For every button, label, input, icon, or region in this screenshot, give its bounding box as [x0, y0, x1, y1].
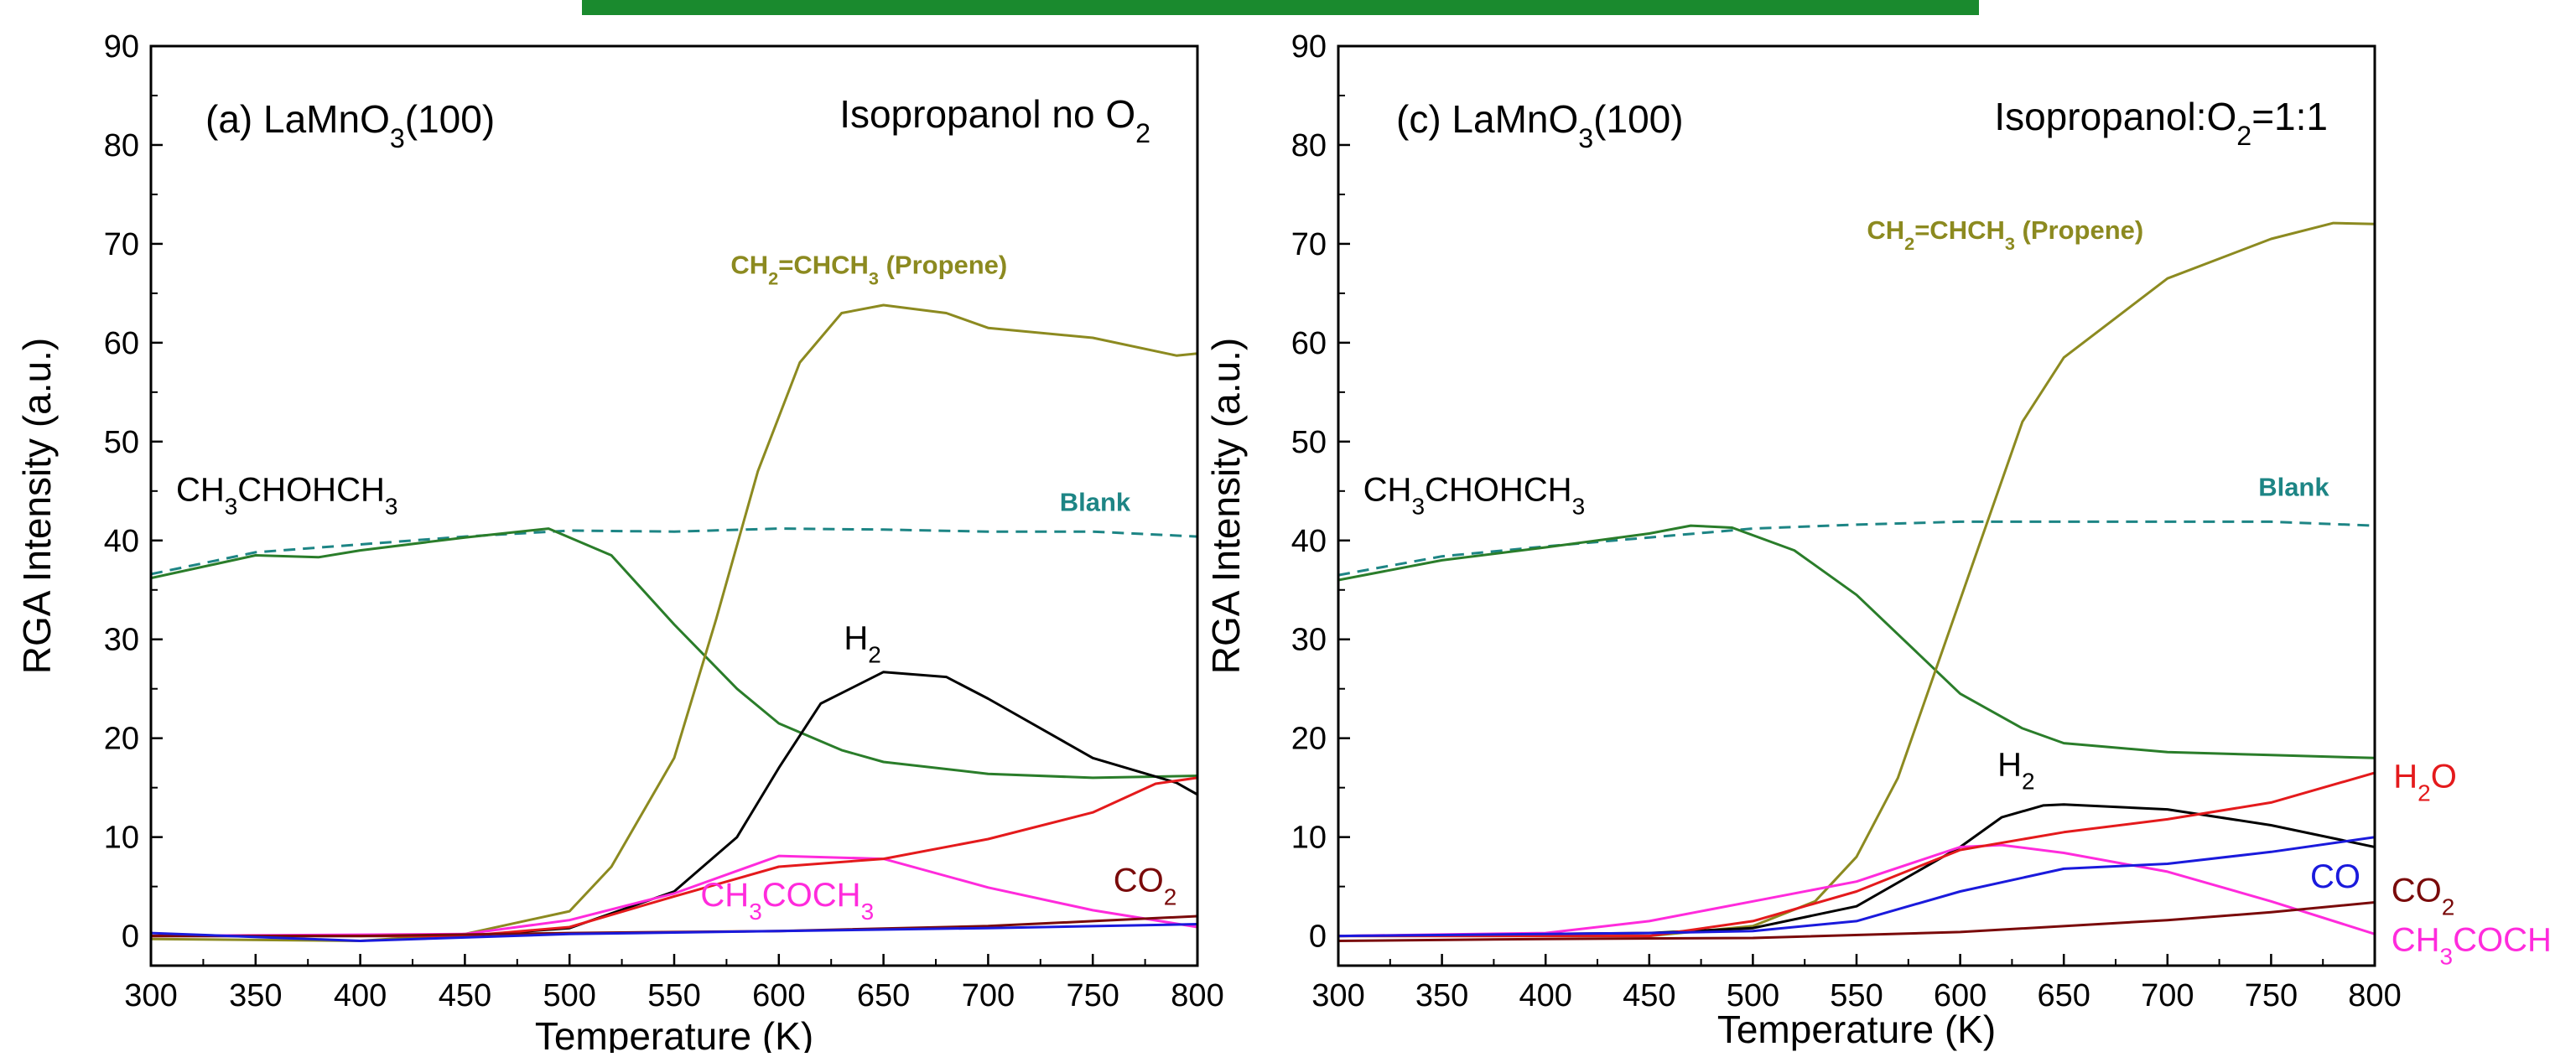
plot-frame: [1337, 44, 2376, 967]
series-line-propene: [1338, 221, 2375, 938]
series-line-acetone: [1338, 843, 2375, 938]
x-axis-title: Temperature (K): [535, 1014, 813, 1053]
y-tick-label: 20: [1291, 722, 1327, 757]
x-tick-label: 350: [229, 978, 282, 1013]
annotation-blank: Blank: [2258, 473, 2329, 502]
x-tick-label: 750: [1066, 978, 1119, 1013]
x-tick-label: 400: [1519, 978, 1571, 1013]
plot-frame: [149, 44, 1199, 967]
series-line-co2: [1338, 901, 2375, 942]
series-line-blank: [1338, 520, 2375, 577]
annotation-h2o: H2O: [2393, 759, 2457, 806]
y-tick-label: 90: [1291, 29, 1327, 65]
chart-panel-c: 300 350 400 450 500 550 600 650 700 750 800 0 10 20 30…: [1204, 29, 2552, 1051]
x-tick-label: 300: [1311, 978, 1364, 1013]
annotation-propene: CH2=CHCH3 (Propene): [1867, 215, 2143, 254]
annotation-acetone: CH3COCH3: [700, 877, 874, 925]
y-axis-title: RGA Intensity (a.u.): [15, 338, 59, 674]
y-tick-label: 50: [104, 425, 139, 460]
x-tick-label: 800: [1171, 978, 1223, 1013]
y-tick-label: 80: [104, 128, 139, 163]
x-tick-label: 400: [334, 978, 387, 1013]
y-tick-label: 50: [1291, 425, 1327, 460]
x-tick-label: 800: [2348, 978, 2401, 1013]
x-tick-label: 450: [439, 978, 491, 1013]
x-tick-label: 650: [857, 978, 910, 1013]
x-axis-title: Temperature (K): [1717, 1008, 1996, 1051]
x-tick-label: 700: [962, 978, 1015, 1013]
x-tick-label: 300: [124, 978, 177, 1013]
series-line-acetone: [151, 854, 1197, 938]
x-tick-label: 350: [1415, 978, 1468, 1013]
series-line-isopropanol: [151, 527, 1197, 780]
annotation-blank: Blank: [1060, 487, 1131, 516]
x-tick-label: 600: [1934, 978, 1987, 1013]
panel-label: (a) LaMnO3(100): [205, 97, 495, 153]
y-tick-label: 90: [104, 29, 139, 65]
series-line-co: [151, 923, 1197, 942]
y-tick-label: 0: [122, 920, 139, 955]
y-tick-label: 60: [1291, 326, 1327, 361]
panel-label: (c) LaMnO3(100): [1396, 97, 1684, 153]
annotation-propene: CH2=CHCH3 (Propene): [730, 250, 1007, 288]
y-tick-label: 10: [1291, 821, 1327, 856]
x-tick-label: 650: [2037, 978, 2090, 1013]
y-tick-label: 0: [1309, 920, 1327, 955]
y-tick-label: 30: [1291, 623, 1327, 658]
series-line-h2o: [1338, 771, 2375, 938]
y-tick-label: 10: [104, 821, 139, 856]
y-tick-label: 40: [104, 524, 139, 559]
y-tick-label: 60: [104, 326, 139, 361]
y-tick-label: 30: [104, 623, 139, 658]
x-tick-label: 600: [752, 978, 805, 1013]
series-line-h2o: [151, 776, 1197, 938]
annotation-acetone: CH3COCH: [2392, 921, 2552, 969]
title-banner: [582, 0, 1979, 15]
y-tick-label: 70: [104, 227, 139, 262]
annotation-h2: H2: [1997, 747, 2034, 795]
x-tick-label: 550: [1830, 978, 1883, 1013]
annotation-isopropanol: CH3CHOHCH3: [1363, 472, 1585, 520]
series-line-blank: [151, 527, 1197, 576]
y-tick-label: 70: [1291, 227, 1327, 262]
x-tick-label: 500: [543, 978, 595, 1013]
series-line-co: [1338, 836, 2375, 938]
annotation-co2: CO2: [2392, 872, 2455, 920]
annotation-isopropanol: CH3CHOHCH3: [176, 472, 397, 520]
y-tick-label: 80: [1291, 128, 1327, 163]
y-axis-title: RGA Intensity (a.u.): [1204, 338, 1248, 674]
x-tick-label: 450: [1623, 978, 1675, 1013]
x-tick-label: 500: [1727, 978, 1779, 1013]
x-tick-label: 550: [647, 978, 700, 1013]
y-tick-label: 20: [104, 722, 139, 757]
x-tick-label: 700: [2141, 978, 2194, 1013]
condition-label: Isopropanol:O2=1:1: [1994, 95, 2328, 151]
x-tick-label: 750: [2245, 978, 2298, 1013]
annotation-co2: CO2: [1114, 863, 1177, 910]
condition-label: Isopropanol no O2: [839, 92, 1150, 148]
chart-panel-a: 300 350 400 450 500 550 600 650 700 750 800 0 10 20 30…: [15, 29, 1224, 1057]
series-line-isopropanol: [1338, 524, 2375, 759]
y-tick-label: 40: [1291, 524, 1327, 559]
annotation-h2: H2: [844, 620, 880, 668]
annotation-co: CO: [2310, 858, 2360, 895]
series-line-propene: [151, 303, 1197, 942]
